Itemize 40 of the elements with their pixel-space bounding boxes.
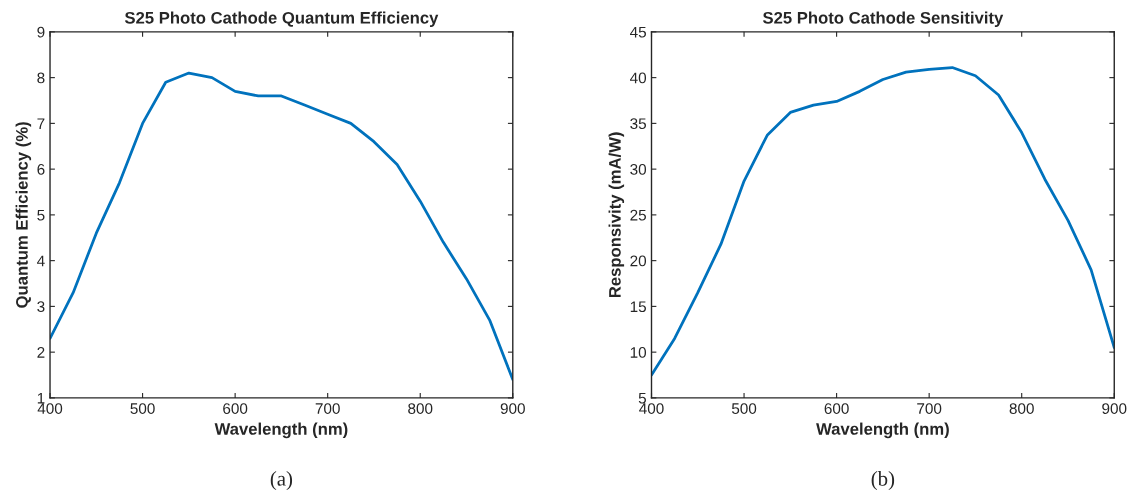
y-tick-label: 30	[630, 164, 647, 175]
line-series	[50, 71, 513, 381]
text: (a)	[270, 471, 293, 490]
x-tick-label: 400	[639, 403, 664, 414]
x-tick-label: 800	[408, 403, 433, 414]
y-tick-label: 3	[37, 301, 45, 313]
y-tick-label: 20	[630, 255, 647, 267]
y-tick-label: 35	[630, 118, 646, 130]
y-tick-label: 5	[638, 392, 646, 404]
x-tick-label: 900	[1102, 403, 1127, 414]
y-tick-label: 8	[37, 72, 45, 84]
y-tick-label: 4	[37, 255, 45, 267]
x-tick-label: 700	[917, 403, 942, 414]
text: (b)	[871, 471, 895, 490]
x-axis-title: Wavelength (nm)	[214, 422, 348, 439]
x-tick-label: 800	[1009, 403, 1034, 414]
chart-title: S25 Photo Cathode Quantum Efficiency	[124, 11, 439, 27]
x-tick-label: 900	[500, 403, 525, 414]
x-tick-label: 500	[731, 403, 757, 414]
x-tick-label: 600	[824, 403, 849, 414]
y-tick-label: 9	[37, 26, 45, 38]
y-axis-title: Responsivity (mA/W)	[608, 132, 625, 298]
chart-title: S25 Photo Cathode Sensitivity	[762, 11, 1004, 27]
y-tick-label: 15	[630, 301, 646, 313]
y-tick-label: 5	[37, 209, 45, 221]
y-tick-label: 1	[37, 392, 45, 404]
y-tick-label: 10	[630, 347, 647, 358]
y-tick-label: 25	[630, 209, 646, 221]
y-tick-label: 2	[37, 347, 45, 358]
x-tick-label: 700	[315, 403, 340, 414]
y-axis-title: Quantum Efficiency (%)	[15, 122, 32, 308]
x-axis-title: Wavelength (nm)	[816, 422, 949, 439]
x-tick-label: 500	[130, 403, 155, 414]
y-tick-label: 6	[37, 164, 45, 175]
x-tick-label: 400	[37, 403, 63, 414]
line-series	[651, 66, 1115, 377]
y-tick-label: 7	[37, 118, 45, 129]
x-tick-label: 600	[223, 403, 248, 414]
y-tick-label: 40	[630, 72, 647, 84]
y-tick-label: 45	[630, 26, 646, 38]
